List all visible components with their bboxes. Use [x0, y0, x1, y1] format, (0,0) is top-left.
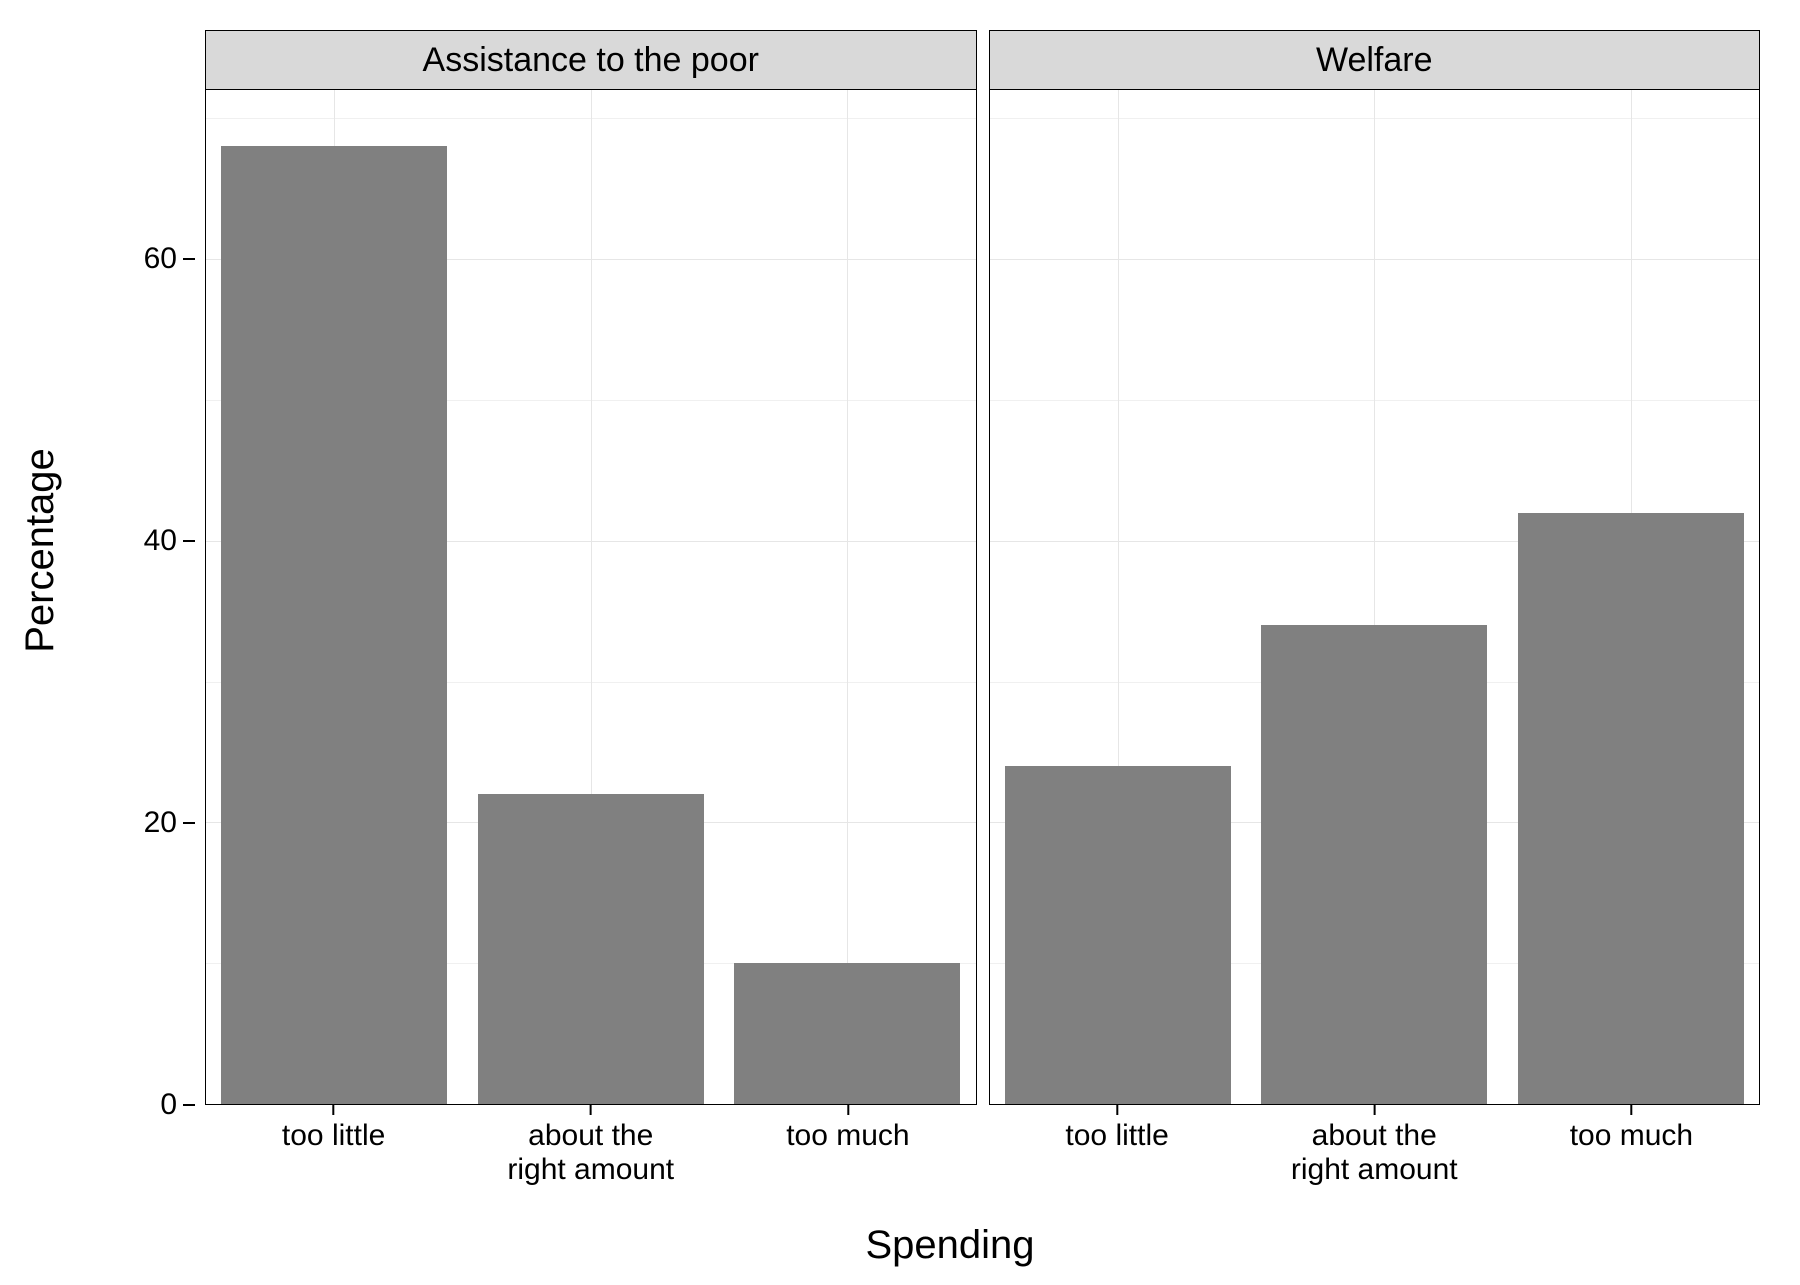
y-tick: 60: [141, 242, 195, 276]
bar: [1261, 625, 1487, 1104]
y-tick: 40: [141, 524, 195, 558]
facet-strip: Welfare: [989, 30, 1761, 90]
x-tick: about the right amount: [507, 1105, 674, 1187]
faceted-bar-chart: Percentage 0 20 40 60 Assistance to the poo…: [0, 0, 1800, 1285]
y-tick-label: 0: [141, 1088, 177, 1122]
x-tick-mark: [333, 1105, 335, 1115]
x-tick: about the right amount: [1291, 1105, 1458, 1187]
x-tick-label: about the right amount: [1291, 1119, 1458, 1187]
x-tick-label: too little: [1065, 1119, 1168, 1153]
gridline-v-major: [847, 90, 848, 1104]
x-tick-label: too much: [786, 1119, 909, 1153]
facet-panel: Welfare: [989, 30, 1761, 1105]
y-axis-title-text: Percentage: [18, 448, 63, 653]
bar: [1518, 513, 1744, 1105]
facet-panel: Assistance to the poor: [205, 30, 977, 1105]
y-axis-ticks: 0204060: [140, 90, 195, 1105]
bar: [1005, 766, 1231, 1104]
y-tick-mark: [183, 540, 195, 542]
y-tick: 0: [141, 1088, 195, 1122]
y-tick-label: 40: [141, 524, 177, 558]
x-axis-title: Spending: [140, 1215, 1760, 1275]
x-axis-title-text: Spending: [865, 1223, 1034, 1268]
x-tick-mark: [1630, 1105, 1632, 1115]
y-tick-label: 60: [141, 242, 177, 276]
y-tick-mark: [183, 258, 195, 260]
y-tick-mark: [183, 1104, 195, 1106]
facet-x-ticks: too little about the right amount too much: [205, 1105, 977, 1205]
facet-x-ticks: too little about the right amount too much: [989, 1105, 1761, 1205]
x-tick: too much: [786, 1105, 909, 1153]
bar: [734, 963, 960, 1104]
facet-strip-label: Assistance to the poor: [423, 41, 759, 80]
y-tick-mark: [183, 822, 195, 824]
x-tick: too little: [282, 1105, 385, 1153]
bar: [221, 146, 447, 1104]
x-tick-label: about the right amount: [507, 1119, 674, 1187]
x-tick-mark: [847, 1105, 849, 1115]
x-tick-mark: [1116, 1105, 1118, 1115]
x-axis-ticks: too little about the right amount too much…: [205, 1105, 1760, 1205]
plot-panels-row: Assistance to the poor Welfare: [205, 30, 1760, 1105]
plot-area: [205, 90, 977, 1105]
x-tick-mark: [590, 1105, 592, 1115]
x-tick: too little: [1065, 1105, 1168, 1153]
x-tick-label: too much: [1570, 1119, 1693, 1153]
facet-strip: Assistance to the poor: [205, 30, 977, 90]
y-tick: 20: [141, 806, 195, 840]
plot-area: [989, 90, 1761, 1105]
facet-strip-label: Welfare: [1316, 41, 1433, 80]
x-tick: too much: [1570, 1105, 1693, 1153]
x-tick-mark: [1373, 1105, 1375, 1115]
y-tick-label: 20: [141, 806, 177, 840]
x-tick-label: too little: [282, 1119, 385, 1153]
bar: [478, 794, 704, 1104]
y-axis-title: Percentage: [0, 0, 80, 1100]
